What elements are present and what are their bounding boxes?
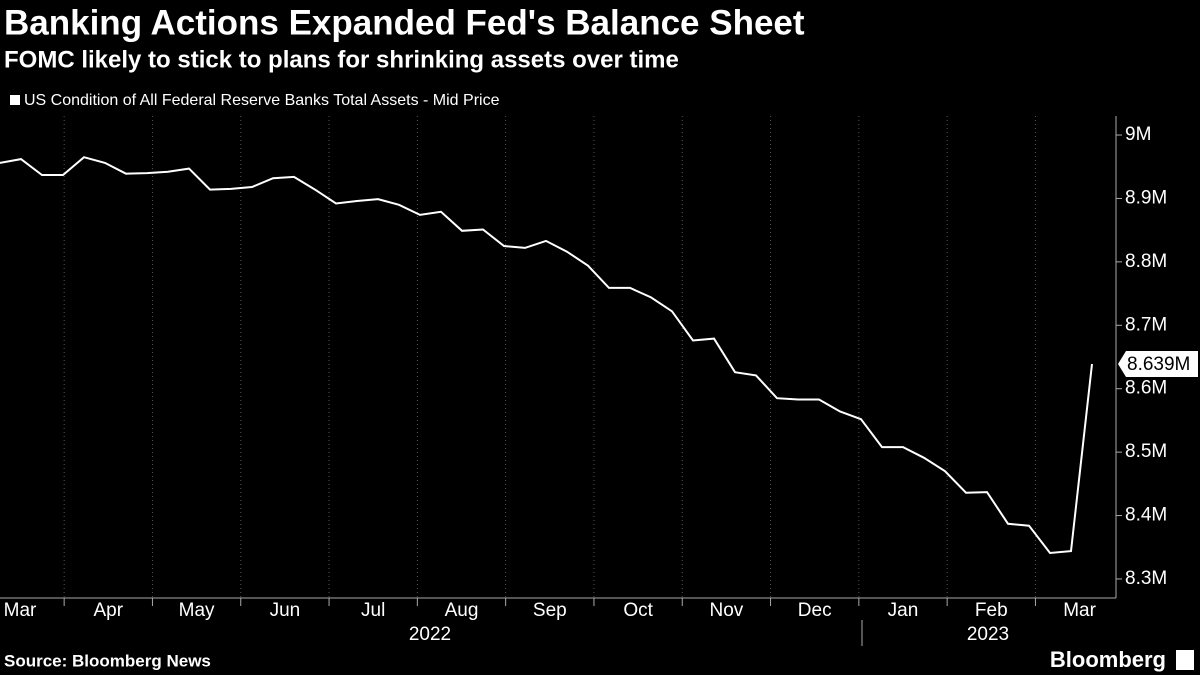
- x-tick-label: Jul: [361, 600, 385, 621]
- x-tick-label: Jan: [888, 600, 919, 621]
- y-tick-label: 8.7M: [1125, 314, 1167, 335]
- x-tick-label: Oct: [623, 600, 653, 621]
- legend-label: US Condition of All Federal Reserve Bank…: [24, 92, 500, 109]
- y-tick-label: 8.5M: [1125, 441, 1167, 462]
- y-tick-label: 9M: [1125, 124, 1151, 145]
- year-label: 2022: [409, 624, 451, 645]
- x-tick-label: Sep: [533, 600, 567, 621]
- x-tick-label: Dec: [798, 600, 832, 621]
- source: Source: Bloomberg News: [4, 651, 211, 670]
- y-tick-label: 8.3M: [1125, 568, 1167, 589]
- x-tick-label: Feb: [975, 600, 1008, 621]
- brand-icon: [1176, 650, 1194, 670]
- year-label: 2023: [967, 624, 1009, 645]
- brand: Bloomberg: [1050, 647, 1166, 672]
- x-tick-label: Aug: [445, 600, 479, 621]
- y-tick-label: 8.9M: [1125, 187, 1167, 208]
- x-tick-label: Apr: [94, 600, 124, 621]
- y-tick-label: 8.8M: [1125, 251, 1167, 272]
- x-tick-label: Mar: [1063, 600, 1096, 621]
- chart-title: Banking Actions Expanded Fed's Balance S…: [4, 3, 805, 42]
- y-tick-label: 8.6M: [1125, 378, 1167, 399]
- chart-subtitle: FOMC likely to stick to plans for shrink…: [4, 46, 679, 73]
- x-tick-label: Mar: [4, 600, 37, 621]
- x-tick-label: May: [179, 600, 215, 621]
- value-label: 8.639M: [1127, 354, 1190, 375]
- x-tick-label: Nov: [710, 600, 744, 621]
- line: [0, 156, 1093, 555]
- y-tick-label: 8.4M: [1125, 505, 1167, 526]
- x-tick-label: Jun: [270, 600, 301, 621]
- value-label-box: [1118, 350, 1198, 377]
- legend-swatch: [10, 95, 20, 105]
